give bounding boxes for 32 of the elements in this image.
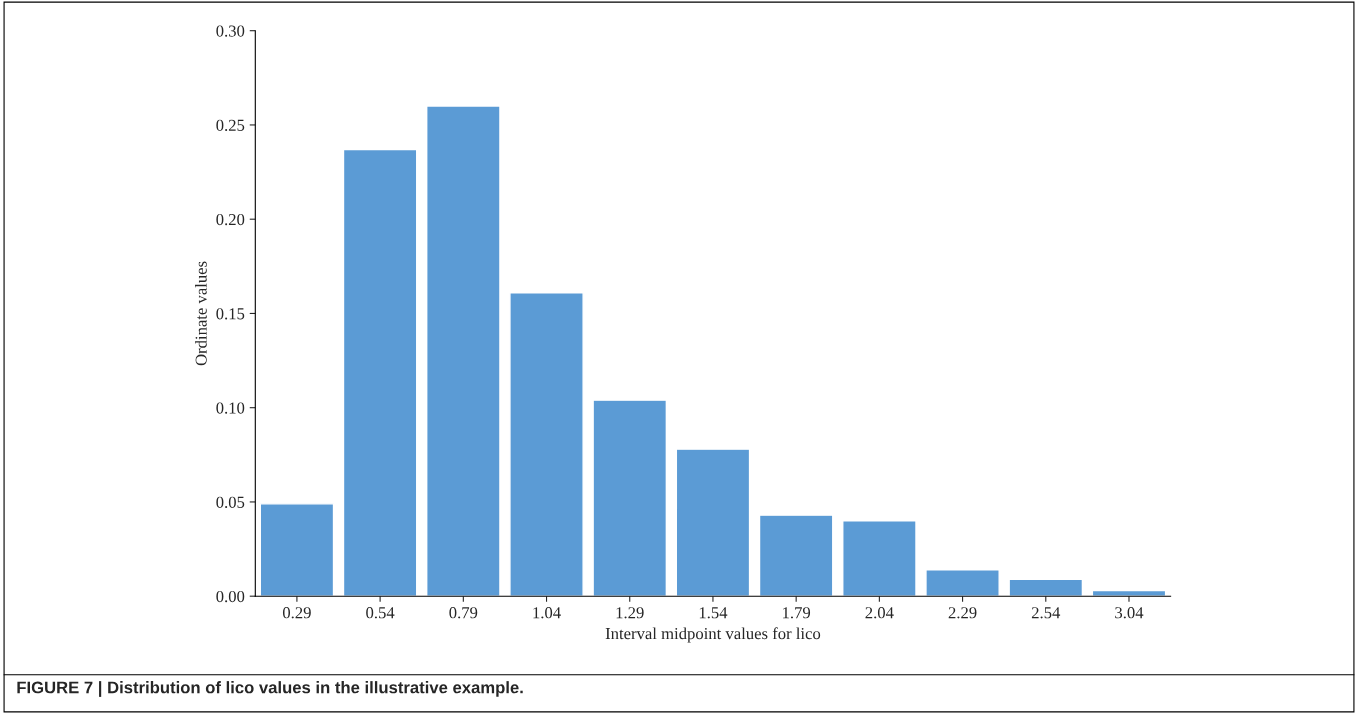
y-tick-label: 0.30	[216, 25, 245, 37]
bar	[675, 448, 751, 597]
x-tick-label: 2.54	[1031, 607, 1061, 619]
x-tick-label: 0.54	[366, 607, 395, 619]
bar	[259, 503, 335, 597]
x-tick-label: 1.04	[533, 607, 561, 619]
x-tick-label: 0.29	[282, 607, 311, 619]
bar	[509, 292, 584, 597]
x-tick-label: 0.79	[449, 607, 478, 619]
x-tick-label: 1.29	[616, 607, 644, 619]
x-tick-label: 2.29	[948, 607, 977, 619]
bar	[342, 148, 418, 597]
x-tick-label: 1.79	[783, 607, 811, 619]
y-tick-label: 0.20	[216, 213, 245, 226]
bar	[842, 520, 917, 597]
y-tick-label: 0.15	[216, 308, 245, 320]
bar	[592, 399, 668, 597]
x-tick-label: 1.54	[699, 607, 728, 619]
y-axis-title: Ordinate values	[195, 261, 207, 366]
x-tick-label: 3.04	[1115, 607, 1144, 619]
bar	[1008, 578, 1084, 597]
bar	[758, 514, 834, 597]
x-tick-label: 2.04	[865, 607, 894, 619]
bar	[1091, 589, 1167, 597]
y-tick-label: 0.05	[216, 496, 245, 508]
y-tick-label: 0.10	[216, 402, 245, 414]
y-tick-label: 0.00	[216, 590, 245, 603]
y-tick-label: 0.25	[216, 119, 245, 131]
x-axis-title: Interval midpoint values for lico	[605, 627, 821, 643]
bar	[925, 569, 1000, 597]
bar	[426, 105, 501, 597]
caption: FIGURE 7 | Distribution of lico values in the illustrative example.	[17, 681, 523, 697]
